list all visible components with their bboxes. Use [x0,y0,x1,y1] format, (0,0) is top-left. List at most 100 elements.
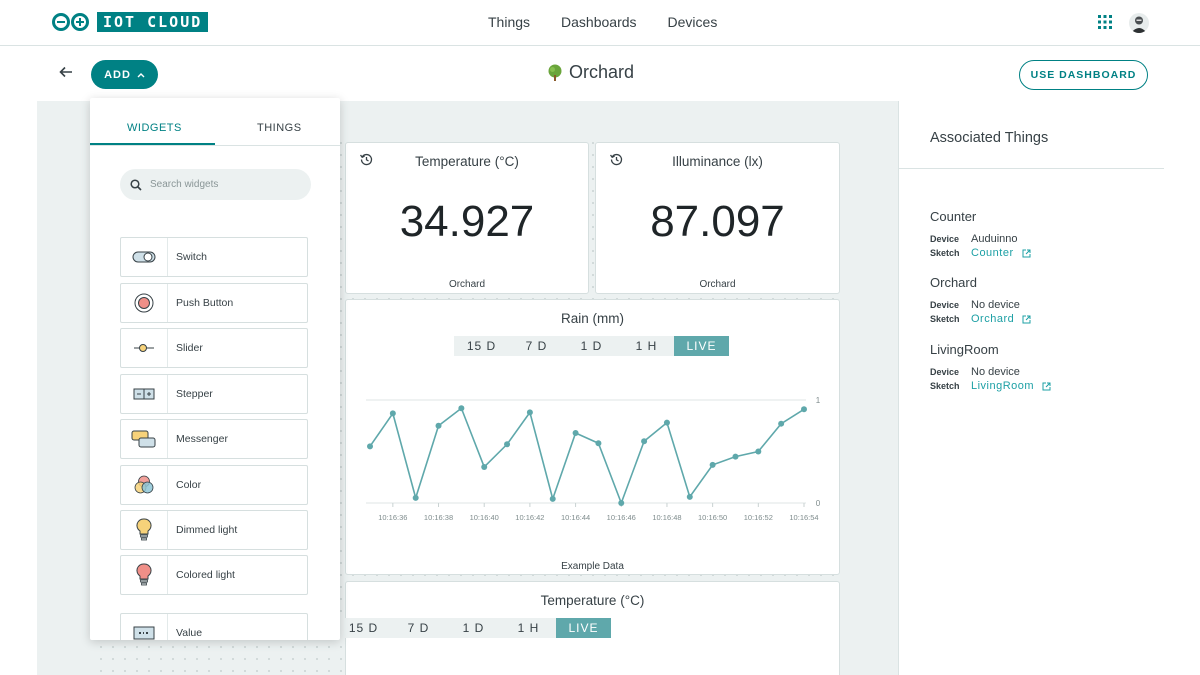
widget-messenger[interactable]: Messenger [120,419,308,459]
rain-data-point [435,422,442,429]
widget-value[interactable]: Value [120,613,308,640]
rain-data-point [755,448,762,455]
thing-device-row: Device No device [930,365,1051,379]
rain-data-point [504,441,511,448]
stepper-icon-wrap [121,375,168,413]
history-icon[interactable] [360,153,373,166]
push-button-icon [134,293,154,313]
tab-widgets[interactable]: WIDGETS [127,122,182,134]
rain-chart-widget[interactable]: Rain (mm) 15 D 7 D 1 D 1 H LIVE 1 0 10:16:… [345,299,840,575]
range-7d[interactable]: 7 D [407,621,430,635]
widget-push-button[interactable]: Push Button [120,283,308,323]
widget-colored-light[interactable]: Colored light [120,555,308,595]
external-link-icon[interactable] [1022,315,1031,324]
dimmed-light-icon [136,518,152,541]
main-nav: Things Dashboards Devices [488,14,717,30]
back-arrow-icon[interactable] [59,65,73,79]
rain-series-line [369,406,805,506]
external-link-icon[interactable] [1022,249,1031,258]
x-tick-label: 10:16:38 [424,513,453,522]
switch-icon-wrap [121,238,168,276]
range-15d[interactable]: 15 D [348,621,379,635]
temperature-value: 34.927 [399,197,535,246]
thing-name: LivingRoom [930,342,999,357]
widget-label: Slider [176,342,203,354]
rain-data-point [389,410,396,417]
logo[interactable]: IOT CLOUD [51,12,209,32]
external-link-icon[interactable] [1042,382,1051,391]
illuminance-widget[interactable]: Illuminance (lx) 87.097 Orchard [595,142,840,294]
nav-item-devices[interactable]: Devices [667,14,718,30]
history-icon[interactable] [610,153,623,166]
slider-icon [134,344,154,352]
thing-sketch-row: Sketch Counter [930,246,1031,260]
widget-label: Colored light [176,569,235,581]
messenger-icon [131,430,156,448]
rain-data-point [663,419,670,426]
widget-slider[interactable]: Slider [120,328,308,368]
x-tick-label: 10:16:46 [607,513,636,522]
user-avatar-icon [1131,16,1147,33]
push-button-icon-wrap [121,284,168,322]
dimmed-light-icon-wrap [121,511,168,549]
sketch-label: Sketch [930,381,960,391]
x-tick-label: 10:16:36 [378,513,407,522]
search-icon [130,178,142,191]
widget-stepper[interactable]: Stepper [120,374,308,414]
rain-data-point [686,493,693,500]
switch-icon [132,251,156,263]
widget-switch[interactable]: Switch [120,237,308,277]
range-7d[interactable]: 7 D [525,339,548,353]
widget-label: Stepper [176,388,213,400]
widget-label: Value [176,627,203,639]
x-tick-label: 10:16:48 [652,513,681,522]
y-tick-label: 1 [816,396,821,405]
dashboard-header: ADD Orchard USE DASHBOARD [0,47,1200,101]
temperature-widget[interactable]: Temperature (°C) 34.927 Orchard [345,142,589,294]
sketch-label: Sketch [930,248,960,258]
thing-sketch-row: Sketch LivingRoom [930,379,1051,393]
range-1h[interactable]: 1 H [517,621,540,635]
add-button[interactable]: ADD [91,60,158,89]
device-label: Device [930,367,960,377]
widget-color[interactable]: Color [120,465,308,505]
temperature-chart-widget[interactable]: Temperature (°C) 15 D 7 D 1 D 1 H LIVE [336,581,840,675]
range-1d[interactable]: 1 D [580,339,603,353]
chevron-up-icon [137,72,145,77]
apps-grid-icon[interactable] [1098,15,1112,29]
widget-search [120,169,311,200]
widget-dimmed-light[interactable]: Dimmed light [120,510,308,550]
rain-data-point [481,463,488,470]
widget-label: Switch [176,251,207,263]
illuminance-value: 87.097 [650,197,785,246]
rain-data-point [709,461,716,468]
range-1d[interactable]: 1 D [462,621,485,635]
tab-things[interactable]: THINGS [257,122,302,134]
x-tick-label: 10:16:44 [561,513,590,522]
range-live[interactable]: LIVE [556,618,611,638]
top-nav: IOT CLOUD Things Dashboards Devices [0,0,1200,46]
rain-chart-title: Rain (mm) [561,311,624,326]
x-tick-label: 10:16:52 [744,513,773,522]
range-live[interactable]: LIVE [674,336,729,356]
sketch-link[interactable]: LivingRoom [971,380,1035,392]
rain-data-point [778,420,785,427]
nav-item-things[interactable]: Things [488,14,531,30]
dashboard-title-text: Orchard [569,62,635,82]
user-avatar[interactable] [1129,13,1149,33]
thing-name: Orchard [930,275,977,290]
rain-data-point [801,406,807,413]
associated-things-title: Associated Things [930,130,1049,146]
nav-item-dashboards[interactable]: Dashboards [561,14,637,30]
sketch-link[interactable]: Orchard [971,313,1015,325]
search-input[interactable] [150,179,300,190]
use-dashboard-button[interactable]: USE DASHBOARD [1019,60,1148,90]
range-15d[interactable]: 15 D [466,339,497,353]
drawer-tabs: WIDGETS THINGS [90,98,340,146]
sketch-link[interactable]: Counter [971,247,1014,259]
rain-data-point [595,440,602,447]
range-1h[interactable]: 1 H [635,339,658,353]
rain-data-point [732,453,739,460]
add-button-label: ADD [104,68,131,81]
